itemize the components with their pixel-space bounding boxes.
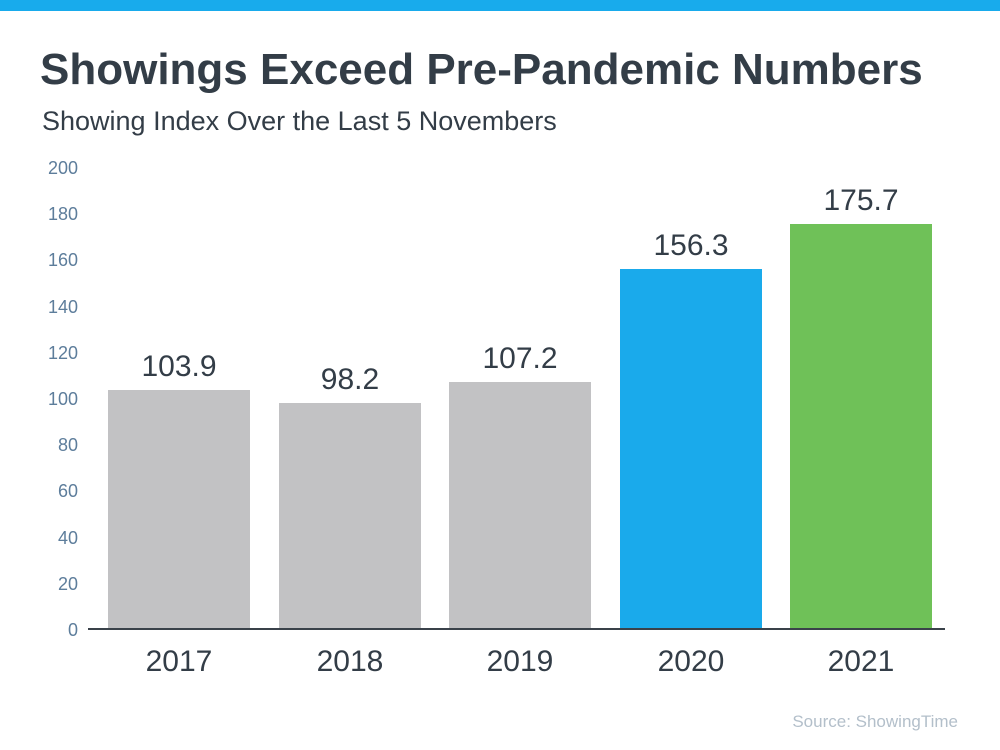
bar-group-2018: 98.2 2018 <box>279 168 421 677</box>
y-tick-label: 80 <box>57 435 78 456</box>
source-credit: Source: ShowingTime <box>792 712 958 731</box>
x-tick-label: 2020 <box>657 645 725 678</box>
top-accent-bar <box>0 0 1000 11</box>
y-tick-label: 20 <box>57 573 78 594</box>
y-axis: 200 180 160 140 120 100 80 60 40 20 0 <box>30 159 78 639</box>
bar <box>279 403 421 630</box>
bar <box>449 382 591 630</box>
chart-subtitle: Showing Index Over the Last 5 Novembers <box>42 106 557 136</box>
x-tick-label: 2021 <box>827 645 895 678</box>
x-tick-label: 2019 <box>486 645 554 678</box>
bar <box>620 269 762 630</box>
y-tick-label: 120 <box>47 342 78 363</box>
bar-group-2020: 156.3 2020 <box>620 168 762 677</box>
bar-value-label: 103.9 <box>141 350 217 383</box>
y-tick-label: 160 <box>47 250 78 271</box>
y-tick-label: 200 <box>47 158 78 178</box>
y-tick-label: 0 <box>67 620 78 640</box>
y-tick-label: 40 <box>57 527 78 548</box>
bar <box>790 224 932 630</box>
bar <box>108 390 250 630</box>
page-title: Showings Exceed Pre-Pandemic Numbers <box>40 45 923 94</box>
x-axis-line <box>88 628 945 630</box>
bar-group-2017: 103.9 2017 <box>108 168 250 677</box>
y-tick-label: 100 <box>47 389 78 409</box>
bar-value-label: 175.7 <box>823 184 899 217</box>
bar-value-label: 107.2 <box>482 342 558 375</box>
bar-value-label: 98.2 <box>320 363 380 396</box>
x-tick-label: 2018 <box>316 645 384 678</box>
x-tick-label: 2017 <box>145 645 213 678</box>
y-tick-label: 140 <box>47 296 78 317</box>
y-tick-label: 180 <box>47 204 78 225</box>
bar-group-2021: 175.7 2021 <box>790 168 932 677</box>
bar-group-2019: 107.2 2019 <box>449 168 591 677</box>
y-tick-label: 60 <box>57 481 78 502</box>
plot-area: 103.9 2017 98.2 2018 107.2 2019 156.3 2020 175.7… <box>88 168 945 677</box>
bar-value-label: 156.3 <box>653 229 729 262</box>
